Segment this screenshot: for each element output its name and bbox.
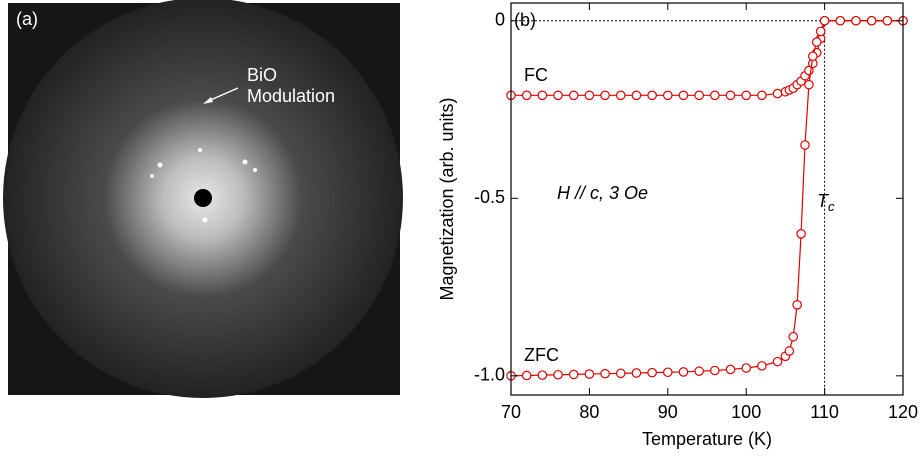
data-point bbox=[568, 369, 579, 380]
y-tick-label: -1.0 bbox=[474, 365, 505, 385]
annotation: Tc bbox=[817, 191, 835, 215]
data-point bbox=[662, 367, 673, 378]
data-point bbox=[757, 90, 767, 101]
arrow-head bbox=[203, 97, 213, 104]
data-point bbox=[584, 369, 595, 379]
data-point bbox=[725, 364, 736, 375]
annotation-sub: c bbox=[828, 199, 835, 214]
data-point bbox=[741, 90, 751, 101]
x-tick-label: 100 bbox=[731, 402, 761, 422]
data-point bbox=[600, 90, 610, 101]
data-point bbox=[800, 140, 810, 150]
series-line bbox=[510, 20, 903, 377]
data-point bbox=[537, 90, 548, 101]
annotation: BiO bbox=[247, 65, 277, 85]
data-point bbox=[694, 366, 704, 377]
data-point bbox=[584, 90, 595, 101]
panel-label: (a) bbox=[16, 9, 38, 29]
data-point bbox=[553, 369, 563, 380]
data-point bbox=[811, 37, 822, 47]
data-point bbox=[851, 15, 861, 26]
data-point bbox=[866, 15, 877, 26]
data-point bbox=[772, 88, 783, 99]
chart-panel: 70 80 90 100 110 120 0 -0.5 -1.0 Temperature (K) M… bbox=[437, 2, 918, 449]
y-tick-label: -0.5 bbox=[474, 187, 505, 207]
plot-frame bbox=[510, 2, 904, 396]
data-point bbox=[757, 361, 767, 371]
data-point bbox=[741, 363, 751, 373]
x-tick-label: 70 bbox=[501, 402, 521, 422]
data-point bbox=[808, 51, 818, 62]
data-point bbox=[784, 346, 795, 356]
data-point bbox=[819, 15, 830, 26]
beam-stop bbox=[194, 189, 212, 207]
annotation-main: T bbox=[817, 191, 830, 211]
data-point bbox=[647, 367, 657, 378]
data-point bbox=[662, 90, 673, 101]
data-point bbox=[792, 300, 802, 310]
bragg-spots bbox=[150, 148, 257, 223]
data-point bbox=[694, 90, 704, 101]
data-point bbox=[882, 15, 893, 26]
data-point bbox=[553, 90, 563, 101]
data-point bbox=[615, 368, 626, 379]
x-axis-title: Temperature (K) bbox=[642, 429, 772, 449]
y-axis-title: Magnetization (arb. units) bbox=[437, 97, 457, 300]
x-tick-label: 90 bbox=[658, 402, 678, 422]
panel-label: (b) bbox=[514, 10, 536, 30]
data-point bbox=[568, 90, 579, 101]
data-point bbox=[521, 370, 532, 381]
data-point bbox=[678, 367, 689, 377]
data-point bbox=[710, 90, 720, 101]
data-point bbox=[631, 90, 642, 101]
legend-label: ZFC bbox=[524, 345, 559, 365]
data-point bbox=[796, 228, 806, 239]
data-point bbox=[804, 79, 814, 90]
data-point bbox=[537, 370, 548, 380]
x-tick-label: 80 bbox=[579, 402, 599, 422]
data-point bbox=[835, 15, 846, 26]
data-point bbox=[815, 26, 826, 37]
data-point bbox=[631, 368, 642, 378]
data-point bbox=[647, 90, 657, 101]
y-tick-label: 0 bbox=[495, 10, 505, 30]
image-panel: (a) BiO Modulation bbox=[3, 0, 403, 398]
data-point bbox=[788, 331, 799, 342]
annotation: H // c, 3 Oe bbox=[557, 183, 648, 203]
data-point bbox=[772, 356, 783, 367]
data-point bbox=[615, 90, 626, 101]
series-line bbox=[511, 20, 903, 96]
data-point bbox=[521, 90, 532, 101]
data-point bbox=[600, 368, 610, 379]
x-tick-label: 110 bbox=[810, 402, 839, 422]
legend-label: FC bbox=[524, 65, 548, 85]
data-point bbox=[678, 90, 689, 101]
data-point bbox=[710, 365, 720, 376]
x-tick-label: 120 bbox=[888, 402, 918, 422]
data-point bbox=[725, 90, 736, 101]
annotation: Modulation bbox=[247, 86, 335, 106]
